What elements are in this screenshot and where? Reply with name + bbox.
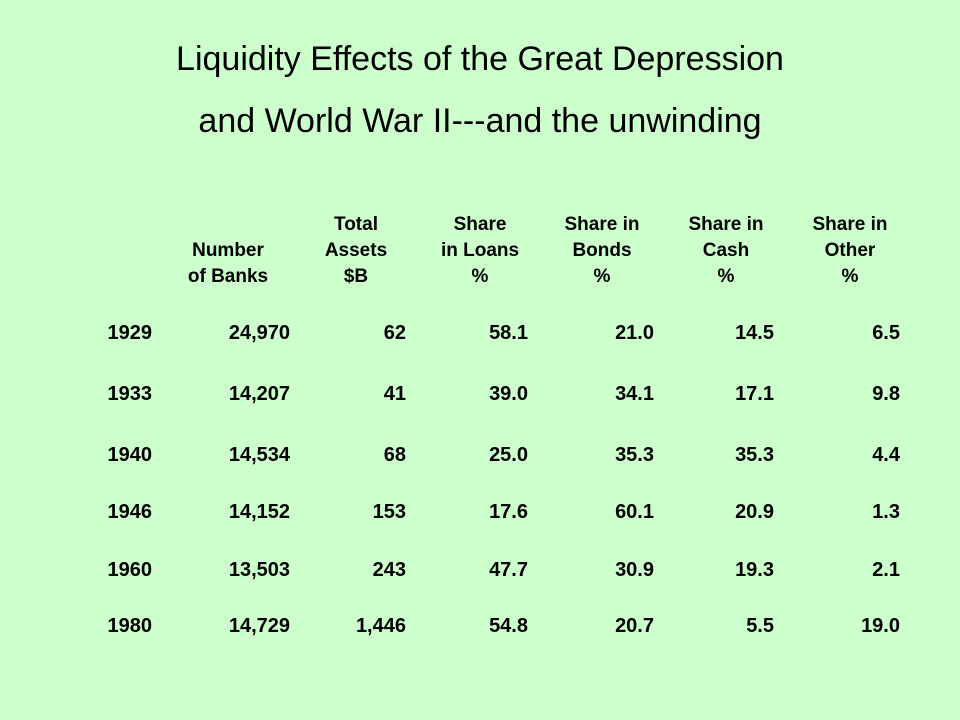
cell-bonds: 20.7	[615, 615, 654, 637]
header-total-assets: Total Assets $B	[324, 214, 388, 287]
cell-year: 1960	[107, 559, 153, 581]
table-row: 1929 24,970 62 58.1 21.0 14.5 6.5	[0, 317, 960, 349]
cell-cash: 17.1	[735, 383, 774, 405]
cell-cash: 20.9	[735, 501, 774, 523]
cell-cash: 14.5	[735, 322, 774, 344]
cell-banks: 14,207	[228, 383, 290, 405]
cell-cash: 5.5	[746, 615, 774, 637]
cell-cash: 35.3	[735, 444, 774, 466]
cell-bonds: 35.3	[615, 444, 654, 466]
table-row: 1960 13,503 243 47.7 30.9 19.3 2.1	[0, 554, 960, 586]
cell-assets: 1,446	[355, 615, 406, 637]
cell-other: 2.1	[872, 559, 900, 581]
cell-year: 1946	[107, 501, 153, 523]
cell-loans: 39.0	[489, 383, 528, 405]
slide-title-line-2: and World War II---and the unwinding	[198, 102, 762, 140]
cell-assets: 62	[383, 322, 406, 344]
cell-banks: 24,970	[228, 322, 290, 344]
table-row: 1940 14,534 68 25.0 35.3 35.3 4.4	[0, 439, 960, 471]
table-row: 1933 14,207 41 39.0 34.1 17.1 9.8	[0, 378, 960, 410]
cell-bonds: 30.9	[615, 559, 654, 581]
header-share-in-cash: Share in Cash %	[688, 214, 764, 287]
cell-loans: 58.1	[489, 322, 528, 344]
cell-bonds: 34.1	[615, 383, 654, 405]
cell-loans: 17.6	[489, 501, 528, 523]
header-share-in-bonds: Share in Bonds %	[564, 214, 640, 287]
cell-other: 9.8	[872, 383, 900, 405]
cell-banks: 14,534	[228, 444, 290, 466]
cell-cash: 19.3	[735, 559, 774, 581]
cell-year: 1933	[107, 383, 153, 405]
cell-other: 6.5	[872, 322, 900, 344]
cell-year: 1940	[107, 444, 153, 466]
cell-other: 4.4	[872, 444, 900, 466]
cell-year: 1980	[107, 615, 153, 637]
cell-loans: 47.7	[489, 559, 528, 581]
cell-other: 19.0	[861, 615, 900, 637]
table-row: 1946 14,152 153 17.6 60.1 20.9 1.3	[0, 496, 960, 528]
cell-bonds: 21.0	[615, 322, 654, 344]
cell-assets: 41	[383, 383, 406, 405]
table-row: 1980 14,729 1,446 54.8 20.7 5.5 19.0	[0, 610, 960, 642]
cell-banks: 14,152	[228, 501, 290, 523]
cell-loans: 54.8	[489, 615, 528, 637]
cell-assets: 153	[372, 501, 406, 523]
slide-title-line-1: Liquidity Effects of the Great Depressio…	[176, 40, 784, 78]
cell-other: 1.3	[872, 501, 900, 523]
cell-bonds: 60.1	[615, 501, 654, 523]
cell-banks: 14,729	[228, 615, 290, 637]
header-share-in-other: Share in Other %	[812, 214, 888, 287]
cell-loans: 25.0	[489, 444, 528, 466]
cell-assets: 243	[372, 559, 406, 581]
header-number-of-banks: Number of Banks	[187, 240, 269, 287]
cell-year: 1929	[107, 322, 153, 344]
cell-banks: 13,503	[228, 559, 290, 581]
cell-assets: 68	[383, 444, 406, 466]
header-share-in-loans: Share in Loans %	[440, 214, 520, 287]
